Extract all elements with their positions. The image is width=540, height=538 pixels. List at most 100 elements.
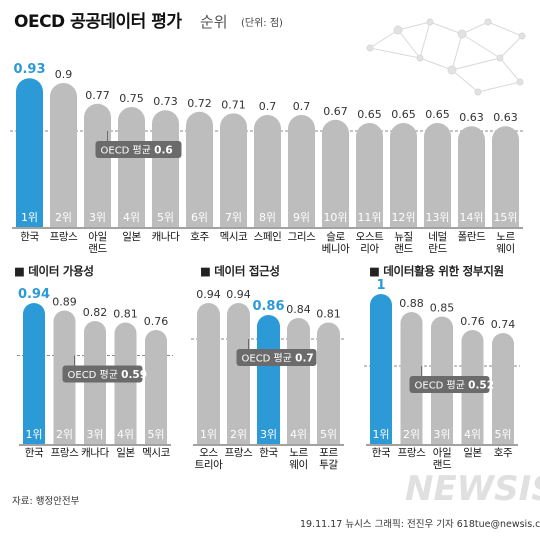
- average-label: OECD 평균 0.6: [101, 145, 173, 157]
- value-label: 0.77: [85, 89, 110, 102]
- average-value: 0.7: [295, 353, 314, 365]
- rank-label: 4위: [117, 428, 134, 441]
- value-label: 0.71: [221, 98, 246, 111]
- category-label: 오스: [199, 447, 218, 459]
- value-label: 0.65: [357, 108, 382, 121]
- category-label: 네덜: [428, 231, 447, 243]
- rank-label: 2위: [56, 428, 73, 441]
- bar: [458, 126, 485, 227]
- category-label: 한국: [259, 447, 278, 459]
- average-label: OECD 평균 0.7: [242, 353, 314, 365]
- category-label: 멕시코: [220, 231, 249, 243]
- value-label: 0.7: [259, 100, 277, 113]
- rank-label: 3위: [89, 211, 106, 224]
- category-label: 랜드: [394, 243, 413, 255]
- rank-label: 11위: [357, 211, 381, 224]
- section-title: ■ 데이터 접근성: [200, 264, 280, 278]
- category-label: 캐나다: [152, 231, 181, 243]
- value-label: 0.84: [286, 303, 311, 316]
- category-label: 일본: [116, 446, 135, 459]
- category-label: 프랑스: [51, 447, 80, 459]
- category-label: 그리스: [288, 231, 317, 243]
- category-label: 일본: [122, 230, 141, 243]
- rank-label: 4위: [290, 428, 307, 441]
- value-label: 0.94: [226, 288, 251, 301]
- rank-label: 9위: [293, 211, 310, 224]
- rank-label: 1위: [25, 428, 42, 441]
- value-label: 0.67: [323, 105, 348, 118]
- value-label: 0.89: [52, 296, 77, 309]
- chart-title: OECD 공공데이터 평가: [14, 12, 182, 32]
- value-label: 0.94: [18, 287, 50, 302]
- category-label: 오스트: [356, 231, 385, 243]
- bar: [424, 123, 451, 227]
- rank-label: 10위: [323, 211, 347, 224]
- value-label: 0.82: [83, 306, 108, 319]
- bar: [84, 103, 111, 227]
- category-label: 호주: [494, 447, 513, 459]
- category-label: 스페인: [254, 231, 282, 243]
- bar: [114, 322, 137, 444]
- value-label: 0.94: [196, 288, 221, 301]
- value-label: 0.9: [55, 68, 73, 81]
- rank-label: 5위: [157, 211, 174, 224]
- category-label: 리아: [360, 243, 379, 255]
- bar: [254, 115, 281, 227]
- rank-label: 2위: [403, 428, 420, 441]
- category-label: 일본: [463, 446, 482, 459]
- rank-label: 4위: [123, 211, 140, 224]
- value-label: 0.93: [13, 62, 45, 77]
- rank-label: 14위: [459, 211, 483, 224]
- average-badge: OECD 평균 0.52: [409, 366, 494, 393]
- rank-label: 5위: [320, 428, 337, 441]
- bar: [390, 123, 417, 227]
- category-label: 포르: [319, 447, 338, 459]
- value-label: 0.76: [460, 315, 485, 328]
- bar: [287, 318, 310, 444]
- rank-label: 1위: [372, 428, 389, 441]
- category-label: 프랑스: [225, 447, 254, 459]
- value-label: 0.63: [459, 111, 484, 124]
- bar: [220, 113, 247, 227]
- bar: [197, 303, 220, 444]
- value-label: 0.73: [153, 95, 178, 108]
- bar: [317, 322, 340, 444]
- value-label: 1: [376, 278, 385, 293]
- category-label: 웨이: [289, 459, 308, 471]
- category-label: 노르: [496, 231, 515, 243]
- rank-label: 15위: [493, 211, 517, 224]
- section-title: ■ 데이터활용 위한 정부지원: [369, 264, 504, 278]
- credit-line: 19.11.17 뉴시스 그래픽: 전진우 기자 618tue@newsis.c…: [300, 519, 540, 530]
- rank-label: 5위: [494, 428, 511, 441]
- value-label: 0.76: [144, 315, 169, 328]
- rank-label: 3위: [86, 428, 103, 441]
- bar: [50, 83, 77, 227]
- category-label: 랜드: [433, 459, 452, 471]
- category-label: 아일: [433, 446, 452, 459]
- category-label: 트리아: [195, 459, 224, 471]
- category-label: 한국: [372, 447, 391, 459]
- rank-label: 3위: [433, 428, 450, 441]
- bar: [492, 126, 519, 227]
- unit-label: (단위: 점): [241, 16, 283, 29]
- value-label: 0.65: [425, 108, 450, 121]
- rank-label: 7위: [225, 211, 242, 224]
- value-label: 0.74: [491, 318, 516, 331]
- bar: [370, 294, 392, 444]
- rank-label: 3위: [260, 428, 277, 441]
- rank-label: 4위: [464, 428, 481, 441]
- rank-label: 1위: [200, 428, 217, 441]
- category-label: 베니아: [322, 243, 351, 255]
- category-label: 캐나다: [81, 447, 110, 459]
- bar: [23, 303, 45, 444]
- rank-label: 8위: [259, 211, 276, 224]
- category-label: 노르: [289, 447, 308, 459]
- category-label: 아일: [88, 230, 107, 243]
- rank-label: 13위: [425, 211, 449, 224]
- category-label: 랜드: [88, 243, 107, 255]
- category-label: 한국: [25, 447, 44, 459]
